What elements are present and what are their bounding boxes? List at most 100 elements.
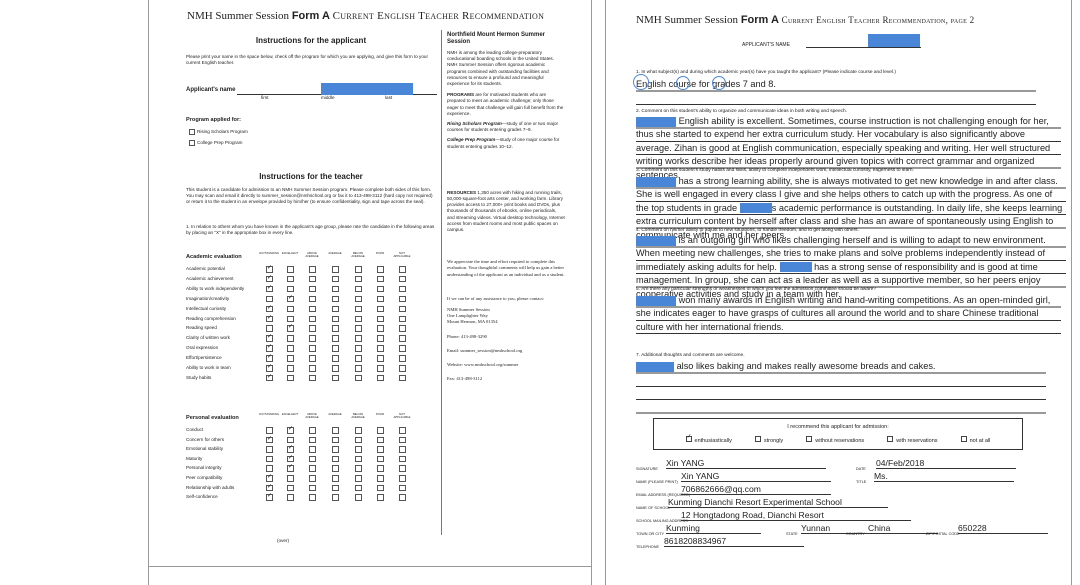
option: with reservations (887, 436, 938, 444)
answer: has a strong learning ability, she is al… (636, 175, 1066, 240)
checkbox (355, 465, 362, 472)
checkbox (377, 285, 384, 293)
page-edge (149, 566, 591, 567)
redaction (636, 176, 676, 187)
checkbox (377, 494, 384, 501)
checkbox: ✓ (287, 295, 294, 303)
checkbox (399, 355, 406, 362)
check-mark: ✓ (267, 304, 273, 311)
option-text: Rising Scholars Program (197, 129, 248, 135)
checkbox (309, 315, 316, 322)
header: NMH Summer Session Form A Current Englis… (187, 10, 544, 22)
redaction (779, 262, 812, 273)
checkbox (309, 465, 316, 472)
answer: also likes baking and makes really aweso… (636, 360, 1046, 414)
checkbox (287, 494, 294, 501)
answer: English course for grades 7 and 8. (636, 78, 1036, 105)
check-mark: ✓ (288, 426, 294, 432)
option-text: without reservations (815, 438, 865, 444)
checkbox (399, 295, 406, 303)
circle (633, 74, 649, 90)
option: Rising Scholars Program (189, 129, 248, 135)
row-label: Conduct (186, 427, 204, 432)
answer-text: won many awards in English writing and h… (636, 295, 1051, 332)
check-mark: ✓ (267, 435, 273, 442)
checkbox (806, 436, 813, 442)
row-label: Reading speed (186, 325, 217, 331)
checkbox (355, 494, 362, 501)
column-header: NOT APPLICABLE (393, 251, 411, 258)
checkbox (377, 295, 384, 303)
checkbox (332, 436, 339, 444)
check-mark: ✓ (267, 483, 273, 490)
checkbox (399, 455, 406, 463)
heading: PROGRAMS (447, 92, 475, 98)
redaction (636, 235, 676, 246)
checkbox: ✓ (287, 324, 294, 332)
checkbox (355, 295, 362, 303)
checkbox (355, 475, 362, 482)
footer: (over) (277, 538, 289, 543)
checkbox (377, 427, 384, 434)
checkbox (399, 494, 406, 501)
form-title: Current English Teacher Recommendation (332, 10, 545, 22)
checkbox (399, 484, 406, 492)
checkbox (309, 475, 316, 482)
checkbox: ✓ (266, 474, 273, 482)
field-label: Email address (required) (636, 493, 691, 497)
row-label: Ability to work in team (186, 365, 231, 370)
checkbox (754, 436, 761, 442)
contact-line: Email: summer_session@nmhschool.org (447, 347, 523, 353)
field-value: 706862666@qq.com (681, 484, 831, 495)
checkbox: ✓ (266, 493, 273, 501)
question-label: 7. Additional thoughts and comments are … (636, 353, 745, 358)
field-value: China (868, 523, 938, 534)
checkbox (399, 266, 406, 273)
checkbox (287, 305, 294, 313)
checkbox (355, 305, 362, 313)
checkbox (332, 446, 339, 453)
checkbox (309, 374, 316, 382)
answer: English ability is excellent. Sometimes,… (636, 115, 1061, 180)
checkbox (332, 335, 339, 342)
circle (712, 76, 726, 90)
checkbox (309, 266, 316, 273)
field-value: 650228 (958, 523, 1048, 534)
checkbox (399, 374, 406, 382)
column-header: ABOVE AVERAGE (305, 251, 319, 258)
label: Applicant's name (742, 42, 790, 48)
checkbox (332, 427, 339, 434)
check-mark: ✓ (267, 334, 273, 341)
sub-label: first (261, 95, 269, 100)
checkbox (332, 295, 339, 303)
checkbox (332, 475, 339, 482)
checkbox (332, 345, 339, 352)
paragraph: Rising Scholars Program—study of one or … (447, 121, 565, 133)
checkbox: ✓ (287, 426, 294, 434)
field-label: Zip/postal code (926, 532, 960, 536)
checkbox (309, 355, 316, 362)
checkbox (377, 335, 384, 342)
paragraph: If we can be of any assistance to you, p… (447, 295, 545, 301)
contact-line: Website: www.nmhschool.org/summer (447, 362, 519, 368)
field-label: State (786, 532, 798, 536)
checkbox (332, 325, 339, 332)
option-text: strongly (763, 438, 784, 444)
redaction (636, 361, 674, 372)
row-label: Concern for others (186, 436, 225, 442)
field-value: 8618208834967 (664, 536, 804, 547)
redaction (739, 203, 772, 214)
sidebar-title: Northfield Mount Hermon Summer Session (447, 32, 546, 45)
answer: is an outgoing girl who likes challengin… (636, 234, 1066, 299)
checkbox (332, 484, 339, 492)
option-text: with reservations (896, 438, 938, 444)
column-header: ABOVE AVERAGE (305, 412, 319, 419)
checkbox (332, 374, 339, 382)
table-title: Academic evaluation (186, 254, 242, 260)
brand: NMH Summer Session (636, 14, 739, 26)
field-value: Kunming (666, 523, 761, 534)
row-label: Peer compatibility (186, 475, 223, 480)
checkbox (355, 436, 362, 444)
checkbox (355, 365, 362, 372)
field-value: 04/Feb/2018 (876, 458, 1016, 469)
